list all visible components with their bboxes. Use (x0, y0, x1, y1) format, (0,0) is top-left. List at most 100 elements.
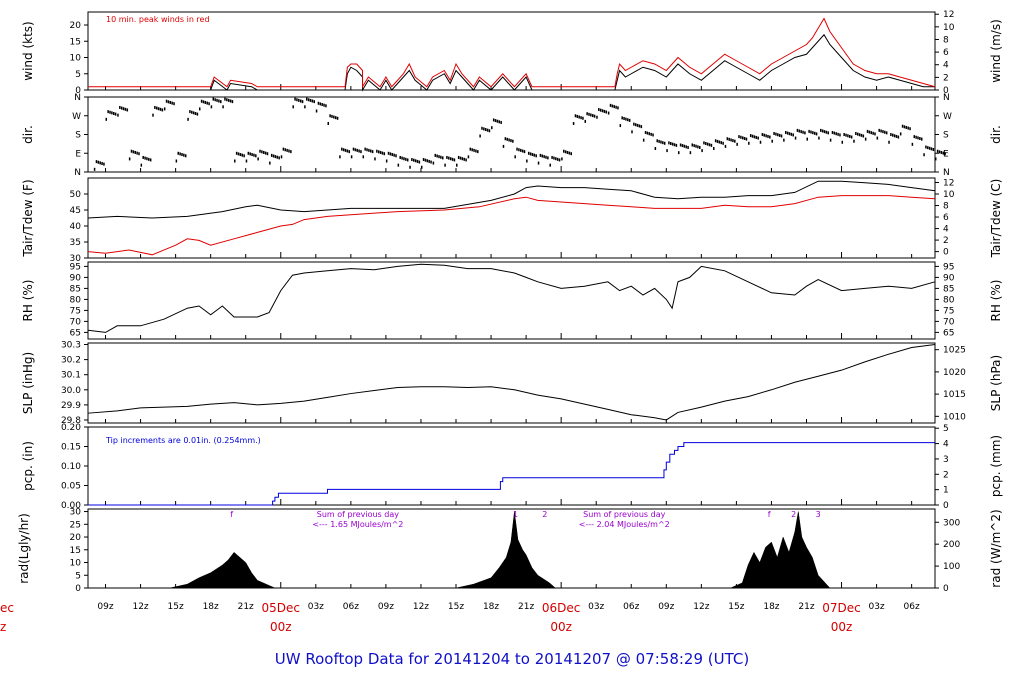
footer-title: UW Rooftop Data for 20141204 to 20141207… (274, 650, 750, 668)
dir-point (360, 150, 362, 154)
dir-point (163, 107, 166, 111)
dir-point (261, 150, 263, 154)
dir-point (722, 141, 724, 145)
dir-point (107, 110, 109, 114)
dir-point (405, 157, 407, 161)
dir-point (545, 155, 547, 159)
dir-point (627, 118, 629, 122)
dir-point (227, 98, 230, 102)
dir-point (214, 98, 216, 102)
dir-point (917, 136, 919, 140)
dir-point (212, 97, 215, 101)
dir-point (701, 149, 703, 153)
dir-point (671, 142, 674, 146)
tick-label: 0 (943, 584, 949, 594)
dir-point (249, 152, 251, 156)
ylabel-right: SLP (hPa) (989, 355, 1003, 411)
dir-point (547, 156, 549, 160)
dir-point (703, 141, 705, 145)
dir-point (422, 158, 425, 162)
precip-line (88, 442, 935, 506)
dir-point (646, 131, 649, 135)
dir-point (138, 152, 140, 156)
dir-point (304, 105, 306, 109)
dir-point (155, 106, 158, 110)
dir-point (446, 155, 448, 159)
dir-point (888, 140, 890, 144)
dir-point (385, 159, 388, 163)
dir-point (660, 140, 662, 144)
tick-label: 20 (70, 21, 82, 31)
x-tick-label: 18z (203, 602, 219, 612)
dir-point (642, 138, 645, 142)
dir-point (663, 141, 666, 145)
tick-label: 85 (70, 284, 81, 294)
dir-point (743, 137, 746, 140)
panel-frame (87, 177, 936, 259)
dir-point (111, 111, 113, 115)
dir-point (740, 135, 742, 139)
panel-frame (87, 261, 936, 340)
dir-point (198, 107, 201, 111)
dir-point (358, 149, 360, 153)
dir-point (473, 148, 475, 152)
dir-point (306, 97, 308, 101)
dir-point (533, 153, 536, 157)
dir-point (334, 116, 337, 120)
dir-point (483, 127, 485, 131)
tick-label: 29.8 (61, 416, 81, 426)
dir-point (699, 145, 701, 149)
ylabel-left: rad(Lgly/hr) (17, 513, 31, 584)
dir-point (611, 104, 614, 108)
x-tick-label: 15z (728, 602, 744, 612)
dir-point (821, 129, 824, 133)
dir-point (184, 154, 187, 158)
dir-point (790, 132, 793, 136)
tick-label: 95 (70, 262, 81, 272)
tick-label: 12 (943, 10, 954, 20)
x-tick-label: 03z (868, 602, 884, 612)
tick-label: 35 (70, 238, 81, 248)
tick-label: 1 (943, 486, 949, 496)
tick-label: 75 (70, 306, 81, 316)
dir-point (350, 155, 353, 159)
dir-points (93, 97, 946, 171)
dir-point (202, 100, 205, 104)
dir-point (845, 133, 847, 137)
dir-point (582, 116, 584, 120)
dir-point (780, 134, 783, 138)
tick-label: 6 (943, 48, 949, 58)
tick-label: 10 (943, 190, 955, 200)
dir-point (897, 135, 900, 139)
dir-point (609, 103, 612, 107)
dir-point (187, 117, 189, 121)
dir-point (818, 136, 820, 140)
rad-annotation: f (230, 510, 233, 519)
dir-point (231, 100, 234, 104)
dir-point (885, 131, 888, 135)
day-label-hour: 00z (270, 620, 292, 634)
tick-label: 90 (70, 273, 82, 283)
dir-point (591, 114, 594, 118)
dir-point (670, 142, 672, 145)
tick-label: 0.05 (61, 482, 81, 492)
dir-point (370, 149, 372, 153)
dir-point (224, 97, 226, 101)
tick-label: 5 (943, 424, 949, 434)
ylabel-left: pcp. (in) (21, 441, 35, 491)
dir-point (599, 108, 602, 112)
dir-point (154, 105, 156, 109)
dir-point (648, 132, 651, 136)
tick-label: N (943, 168, 950, 178)
dir-point (862, 134, 865, 138)
dir-point (882, 130, 884, 134)
tair-line (87, 180, 936, 219)
dir-point (486, 128, 489, 132)
dir-point (191, 110, 193, 114)
tick-label: 8 (943, 35, 949, 45)
dir-point (341, 147, 343, 151)
dir-point (658, 139, 660, 143)
dir-point (798, 129, 801, 133)
dir-point (568, 151, 571, 155)
dir-point (377, 150, 380, 154)
